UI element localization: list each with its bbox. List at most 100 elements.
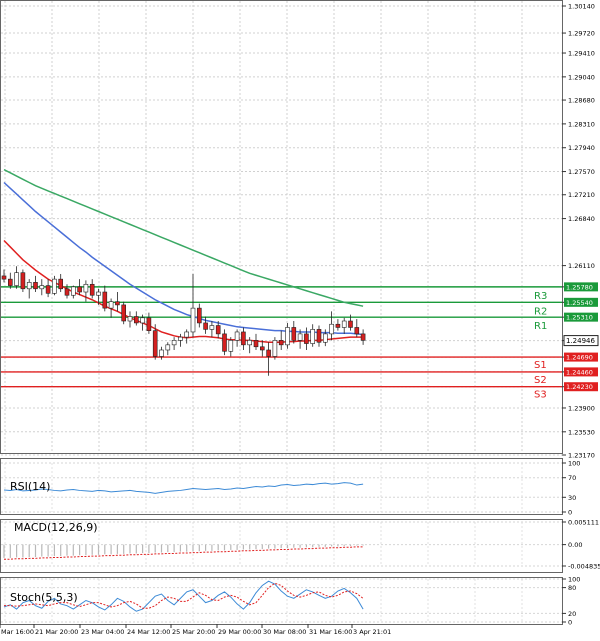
level-name-r2: R2 bbox=[534, 306, 547, 317]
stoch-lines bbox=[3, 580, 364, 612]
level-tag-label: 1.25780 bbox=[566, 283, 593, 291]
level-name-s2: S2 bbox=[534, 375, 547, 386]
level-tag-s3 bbox=[564, 382, 598, 392]
level-name-s1: S1 bbox=[534, 360, 547, 371]
candle bbox=[291, 321, 297, 344]
candle bbox=[209, 321, 215, 338]
candle bbox=[26, 279, 32, 299]
y-tick-label: 0 bbox=[568, 619, 572, 627]
y-tick-label: 1.23530 bbox=[568, 428, 595, 436]
candle bbox=[14, 266, 19, 289]
ma-slow-line bbox=[3, 168, 364, 307]
candle-body bbox=[134, 316, 139, 324]
candle-body bbox=[297, 333, 303, 341]
y-tick-label: 30 bbox=[568, 494, 576, 502]
x-tick-label: Mar 16:00 bbox=[1, 628, 34, 636]
ma-fast-line bbox=[3, 239, 364, 344]
candle bbox=[272, 337, 278, 360]
stoch-panel bbox=[0, 577, 563, 625]
candle bbox=[228, 337, 234, 357]
candle-body bbox=[354, 327, 360, 335]
candle-body bbox=[33, 282, 38, 290]
candle bbox=[329, 311, 334, 341]
candle-body bbox=[278, 340, 284, 346]
candle-body bbox=[215, 325, 221, 335]
current-price-box bbox=[563, 335, 599, 347]
candle-body bbox=[209, 325, 215, 330]
candle bbox=[108, 298, 114, 318]
y-tick-label: -0.004835 bbox=[568, 563, 600, 571]
candle-body bbox=[178, 336, 183, 341]
candle bbox=[253, 333, 259, 350]
candle-body bbox=[146, 317, 152, 331]
y-tick-label: 1.23170 bbox=[568, 452, 595, 460]
level-tag-s2 bbox=[564, 367, 598, 377]
candle bbox=[102, 285, 108, 312]
candle-body bbox=[241, 331, 246, 346]
candle bbox=[33, 275, 38, 293]
rsi-panel bbox=[0, 458, 563, 515]
candle bbox=[241, 327, 246, 350]
level-tag-s1 bbox=[564, 352, 598, 362]
y-tick-label: 0.005111 bbox=[568, 519, 599, 527]
candle-body bbox=[14, 272, 19, 286]
candle-body bbox=[159, 349, 164, 357]
candle-body bbox=[253, 340, 259, 348]
pivot-level-tags: 1.25780 R3 1.25540 R2 1.25310 R1 1.24690 S1 1.24… bbox=[534, 282, 598, 401]
candle-body bbox=[304, 333, 309, 344]
candle-body bbox=[272, 340, 278, 357]
macd-signal-line bbox=[4, 546, 364, 560]
candle bbox=[360, 329, 366, 345]
candle bbox=[197, 303, 202, 328]
ma-mid-line bbox=[3, 181, 364, 336]
candle-body bbox=[171, 340, 177, 346]
candle-body bbox=[329, 323, 334, 335]
candle bbox=[259, 340, 265, 357]
level-tag-r3 bbox=[564, 282, 598, 292]
price-y-axis: 1.30140 1.29720 1.29410 1.29040 1.28680 1.283… bbox=[562, 3, 595, 460]
candle-body bbox=[190, 307, 196, 333]
candle bbox=[115, 292, 120, 312]
macd-title: MACD(12,26,9) bbox=[14, 521, 98, 534]
candle bbox=[77, 279, 82, 296]
y-tick-label: 1.29040 bbox=[568, 73, 595, 81]
y-tick-label: 80 bbox=[568, 584, 576, 592]
level-tag-r1 bbox=[564, 312, 598, 322]
x-tick-label: 30 Mar 08:00 bbox=[263, 628, 306, 636]
candle bbox=[348, 314, 353, 331]
candle bbox=[83, 280, 89, 302]
candle bbox=[71, 285, 76, 299]
candle-body bbox=[83, 283, 89, 293]
candle bbox=[190, 273, 196, 338]
x-axis: Mar 16:00 21 Mar 20:00 23 Mar 04:00 24 Mar … bbox=[0, 624, 391, 636]
macd-histogram bbox=[3, 544, 364, 558]
candle bbox=[222, 329, 227, 356]
y-tick-label: 70 bbox=[568, 474, 576, 482]
candle bbox=[278, 330, 284, 350]
candle-body bbox=[140, 317, 145, 324]
candle bbox=[152, 324, 158, 360]
macd-y-axis: 0.005111 0.00 -0.004835 bbox=[562, 519, 600, 571]
candle bbox=[234, 329, 240, 347]
candle bbox=[121, 301, 126, 325]
level-name-s3: S3 bbox=[534, 390, 547, 401]
candle-body bbox=[203, 322, 208, 330]
candle-body bbox=[310, 329, 316, 344]
x-tick-label: 25 Mar 20:00 bbox=[172, 628, 215, 636]
candle bbox=[8, 272, 13, 289]
candle bbox=[146, 312, 152, 334]
current-price-tag: 1.24946 bbox=[563, 335, 599, 347]
candle bbox=[304, 327, 309, 350]
stoch-k-line bbox=[3, 580, 364, 612]
candle-body bbox=[20, 272, 26, 290]
y-tick-label: 1.27940 bbox=[568, 144, 595, 152]
moving-averages bbox=[3, 168, 364, 344]
candle-body bbox=[96, 291, 101, 296]
candle-body bbox=[45, 285, 51, 294]
candle-body bbox=[360, 333, 366, 341]
stoch-grid bbox=[1, 578, 562, 623]
level-tag-r2 bbox=[564, 297, 598, 307]
candle bbox=[134, 311, 139, 326]
y-tick-label: 100 bbox=[568, 460, 580, 468]
